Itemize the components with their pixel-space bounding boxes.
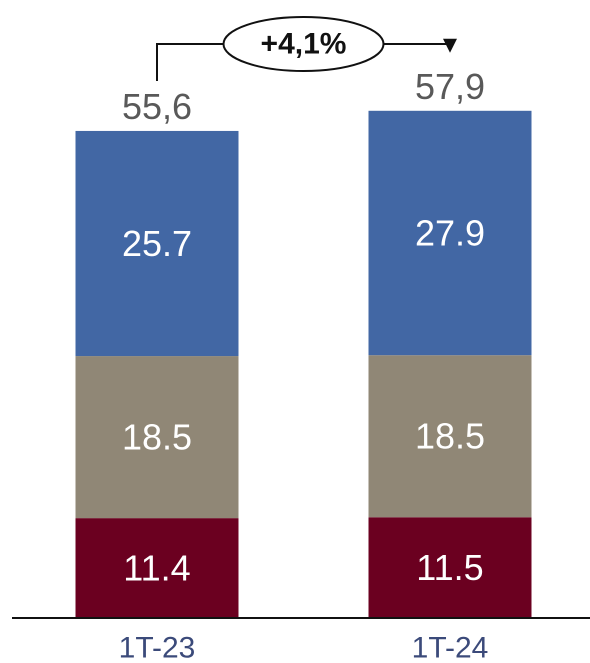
bar-segment: [75, 518, 239, 618]
segment-value-label: 25.7: [122, 223, 192, 264]
bars-group: 11.4 18.5 25.7 11.5 18.5 27.9: [75, 110, 532, 618]
segment-value-label: 18.5: [415, 416, 485, 457]
bar-segment: [368, 355, 532, 518]
bar-segment: [75, 130, 239, 357]
arrowhead-icon: [443, 38, 457, 53]
category-labels: 1T-23 1T-24: [119, 632, 489, 663]
change-ellipse: [222, 16, 385, 72]
segment-value-label: 11.5: [416, 547, 483, 588]
segment-value-label: 18.5: [122, 417, 192, 458]
category-label: 1T-24: [412, 632, 489, 663]
category-label: 1T-23: [119, 632, 196, 663]
change-percent-label: +4,1%: [261, 28, 347, 61]
segment-value-label: 11.4: [123, 548, 190, 589]
total-value-label: 55,6: [122, 86, 192, 127]
total-labels: 55,6 57,9: [122, 66, 485, 127]
bar-segment: [368, 110, 532, 356]
change-annotation: +4,1%: [156, 16, 457, 81]
bar-segment: [75, 356, 239, 519]
total-value-label: 57,9: [415, 66, 485, 107]
bar-segment: [368, 517, 532, 618]
segment-value-label: 27.9: [415, 212, 485, 253]
